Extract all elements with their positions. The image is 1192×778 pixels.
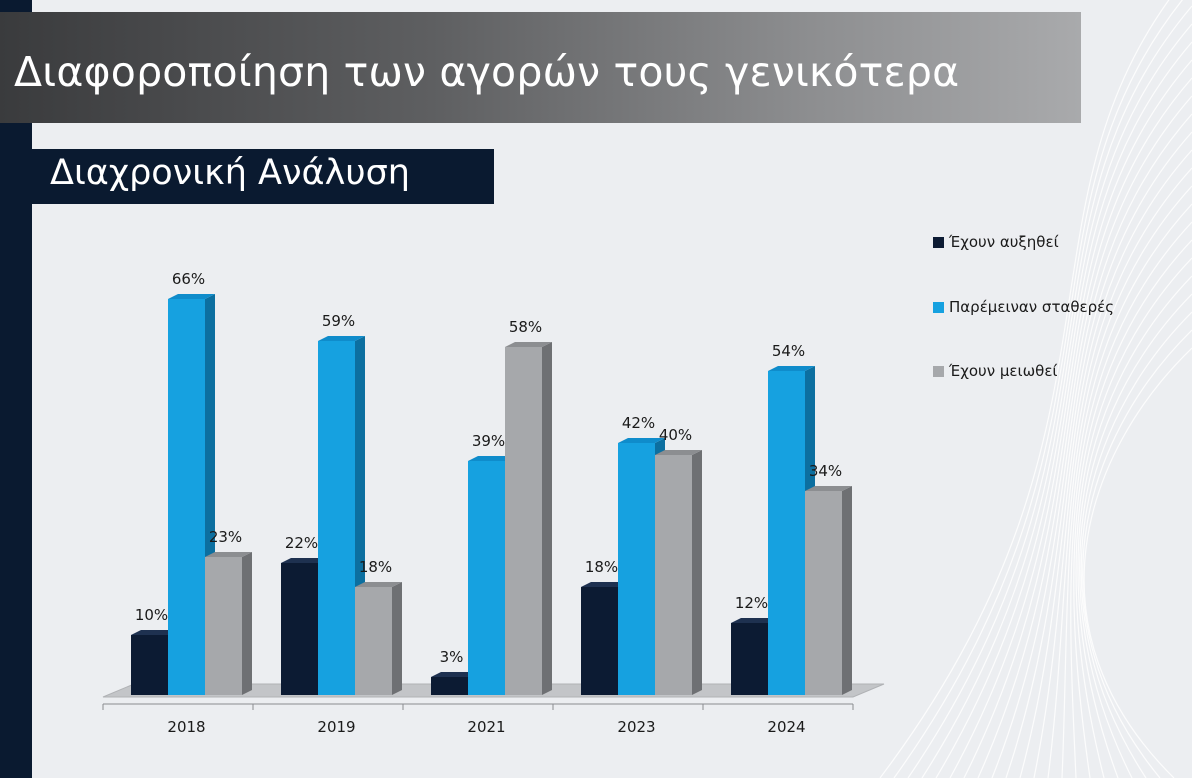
bar-2018-s2: [205, 552, 252, 695]
bar-front: [768, 371, 805, 695]
wave-line: [1083, 347, 1192, 778]
data-label: 58%: [509, 318, 542, 336]
x-tick-label: 2019: [317, 718, 355, 736]
data-label: 34%: [809, 462, 842, 480]
data-label: 22%: [285, 534, 318, 552]
data-label: 59%: [322, 312, 355, 330]
wave-line: [1079, 293, 1192, 778]
bar-top: [505, 342, 552, 347]
bar-side: [242, 552, 252, 695]
x-tick-label: 2021: [467, 718, 505, 736]
bar-2024-s2: [805, 486, 852, 695]
bar-top: [205, 552, 252, 557]
bar-top: [355, 582, 402, 587]
bar-top: [768, 366, 815, 371]
data-label: 3%: [440, 648, 464, 666]
bar-top: [805, 486, 852, 491]
bar-top: [731, 618, 778, 623]
wave-line: [1080, 311, 1192, 778]
wave-line: [1047, 185, 1192, 778]
wave-line: [977, 95, 1192, 778]
bar-top: [168, 294, 215, 299]
bar-front: [131, 635, 168, 695]
data-label: 18%: [585, 558, 618, 576]
bar-front: [805, 491, 842, 695]
subtitle-box: Διαχρονική Ανάλυση: [32, 149, 494, 204]
wave-line: [879, 0, 1170, 778]
wave-line: [991, 113, 1192, 778]
data-label: 23%: [209, 528, 242, 546]
wave-line: [893, 0, 1184, 778]
legend-item-increased: Έχουν αυξηθεί: [933, 232, 1059, 252]
bar-front: [618, 443, 655, 695]
legend-swatch-decreased: [933, 365, 944, 377]
wave-line: [1073, 239, 1192, 778]
data-label: 40%: [659, 426, 692, 444]
legend-item-decreased: Έχουν μειωθεί: [933, 361, 1058, 381]
bar-top: [431, 672, 478, 677]
data-label: 12%: [735, 594, 768, 612]
legend-label-decreased: Έχουν μειωθεί: [949, 362, 1058, 380]
data-label: 10%: [135, 606, 168, 624]
wave-line: [1033, 167, 1192, 778]
bar-front: [168, 299, 205, 695]
wave-line: [949, 59, 1192, 778]
title-band: Διαφοροποίηση των αγορών τους γενικότερα: [0, 12, 1081, 123]
bar-top: [655, 450, 702, 455]
bar-top: [318, 336, 365, 341]
x-tick-label: 2018: [167, 718, 205, 736]
wave-line: [1077, 275, 1192, 778]
wave-line: [1075, 257, 1192, 778]
data-label: 66%: [172, 270, 205, 288]
data-label: 54%: [772, 342, 805, 360]
page-title: Διαφοροποίηση των αγορών τους γενικότερα: [14, 48, 960, 96]
wave-line: [907, 5, 1192, 778]
bar-front: [281, 563, 318, 695]
bar-top: [618, 438, 665, 443]
bar-2021-s2: [505, 342, 552, 695]
bar-front: [581, 587, 618, 695]
bar-front: [318, 341, 355, 695]
bar-top: [131, 630, 178, 635]
bar-side: [692, 450, 702, 695]
wave-line: [1005, 131, 1192, 778]
data-label: 39%: [472, 432, 505, 450]
bar-2023-s2: [655, 450, 702, 695]
bar-top: [581, 582, 628, 587]
x-tick-label: 2024: [767, 718, 805, 736]
bar-front: [505, 347, 542, 695]
x-tick-label: 2023: [617, 718, 655, 736]
legend-swatch-stable: [933, 301, 944, 313]
bar-front: [431, 677, 468, 695]
wave-line: [1070, 221, 1192, 778]
data-label: 18%: [359, 558, 392, 576]
bar-front: [655, 455, 692, 695]
wave-line: [963, 77, 1192, 778]
wave-line: [921, 23, 1192, 778]
wave-line: [1061, 203, 1192, 778]
wave-line: [1019, 149, 1192, 778]
bar-side: [542, 342, 552, 695]
bar-side: [392, 582, 402, 695]
bar-top: [468, 456, 515, 461]
legend-swatch-increased: [933, 236, 944, 248]
legend-label-increased: Έχουν αυξηθεί: [949, 233, 1059, 251]
data-label: 42%: [622, 414, 655, 432]
bar-front: [355, 587, 392, 695]
left-accent-stripe: [0, 0, 32, 778]
bar-side: [842, 486, 852, 695]
section-subtitle: Διαχρονική Ανάλυση: [50, 153, 410, 193]
bar-front: [205, 557, 242, 695]
wave-line: [1082, 329, 1192, 778]
bar-2019-s2: [355, 582, 402, 695]
bar-front: [731, 623, 768, 695]
legend-item-stable: Παρέμειναν σταθερές: [933, 297, 1114, 317]
wave-line: [935, 41, 1192, 778]
bar-top: [281, 558, 328, 563]
bar-front: [468, 461, 505, 695]
legend-label-stable: Παρέμειναν σταθερές: [949, 298, 1115, 316]
